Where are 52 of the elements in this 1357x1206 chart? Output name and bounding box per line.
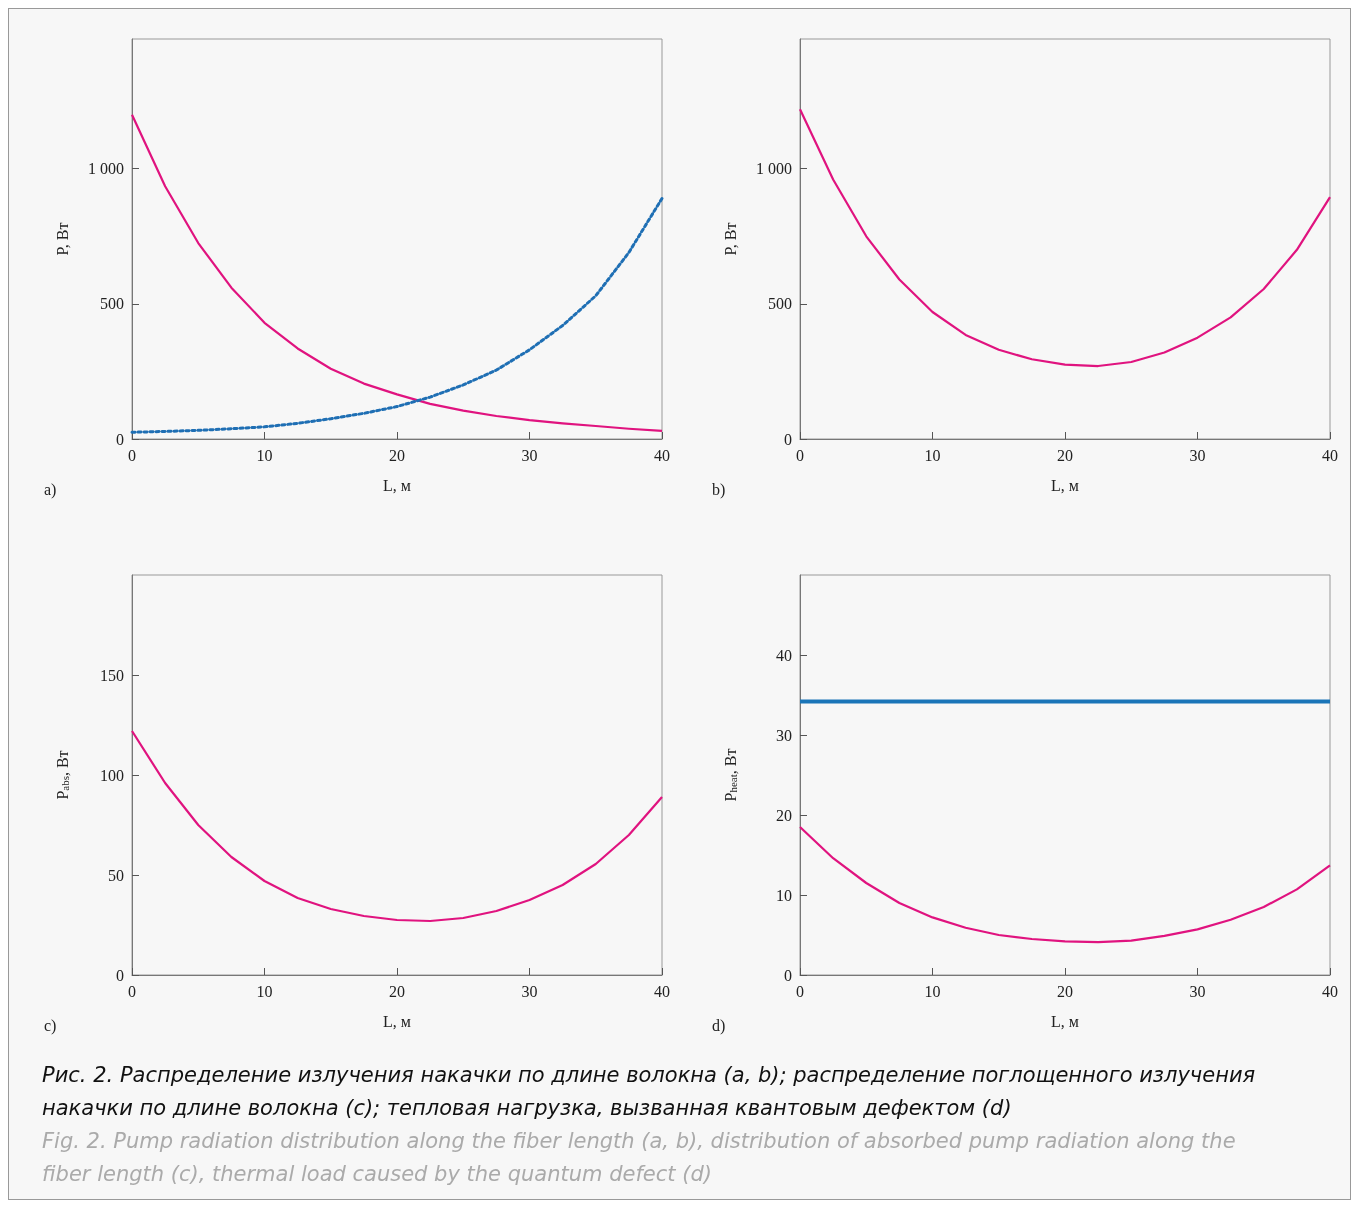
x-axis-title: L, м	[1051, 1012, 1079, 1030]
y-tick-label: 0	[116, 966, 124, 984]
y-tick-label: 100	[100, 766, 124, 784]
x-tick-label: 40	[654, 446, 670, 464]
x-tick-label: 0	[128, 446, 136, 464]
x-tick-label: 30	[521, 446, 538, 464]
y-tick-label: 50	[108, 866, 124, 884]
line-series	[130, 113, 664, 432]
y-axis-title: P, Вт	[721, 222, 739, 256]
x-tick-label: 10	[256, 982, 273, 1000]
y-tick-label: 1 000	[756, 160, 792, 178]
x-axis-title: L, м	[383, 476, 411, 494]
text: c)	[44, 1016, 57, 1035]
text: Рис. 2. Распределение излучения накачки по длине волокна (a, b); распределение поглощенного излучения накачки по длине волокна (c); тепловая нагрузка, вызванная квантовым дефектом (d)	[42, 1062, 1257, 1122]
x-tick-label: 40	[654, 982, 670, 1000]
caption: Fig. 2. Pump radiation distribution along the fiber length (a, b), distribution of absorbed pump radiation along the fiber length (c), thermal load caused by the quantum defect (d)	[42, 1128, 1237, 1188]
y-tick-label: 0	[784, 430, 792, 448]
x-tick-label: 10	[924, 982, 941, 1000]
x-tick-label: 20	[389, 982, 405, 1000]
x-tick-label: 0	[796, 446, 804, 464]
line-series	[798, 825, 1332, 944]
line-series	[130, 196, 664, 434]
x-tick-label: 0	[796, 982, 804, 1000]
y-tick-label: 150	[100, 666, 124, 684]
line-series	[798, 108, 1332, 368]
y-tick-label: 0	[116, 430, 124, 448]
y-tick-label: 1 000	[88, 160, 124, 178]
text: d)	[712, 1016, 726, 1035]
x-axis-title: L, м	[1051, 476, 1079, 494]
y-tick-label: 30	[776, 726, 792, 744]
x-tick-label: 10	[924, 446, 941, 464]
text: a)	[44, 480, 57, 499]
line-series	[130, 729, 664, 923]
y-tick-label: 500	[100, 295, 124, 313]
x-tick-label: 30	[1189, 446, 1206, 464]
y-tick-label: 500	[768, 295, 792, 313]
x-tick-label: 40	[1322, 982, 1338, 1000]
x-tick-label: 30	[1189, 982, 1206, 1000]
x-tick-label: 10	[256, 446, 273, 464]
x-tick-label: 40	[1322, 446, 1338, 464]
x-tick-label: 20	[1057, 446, 1073, 464]
text: b)	[712, 480, 726, 499]
x-tick-label: 20	[1057, 982, 1073, 1000]
y-axis-title: P, Вт	[53, 222, 71, 256]
x-axis-title: L, м	[383, 1012, 411, 1030]
x-tick-label: 0	[128, 982, 136, 1000]
y-tick-label: 40	[776, 646, 792, 664]
y-tick-label: 10	[776, 886, 792, 904]
x-tick-label: 30	[521, 982, 538, 1000]
y-tick-label: 0	[784, 966, 792, 984]
x-tick-label: 20	[389, 446, 405, 464]
y-tick-label: 20	[776, 806, 792, 824]
